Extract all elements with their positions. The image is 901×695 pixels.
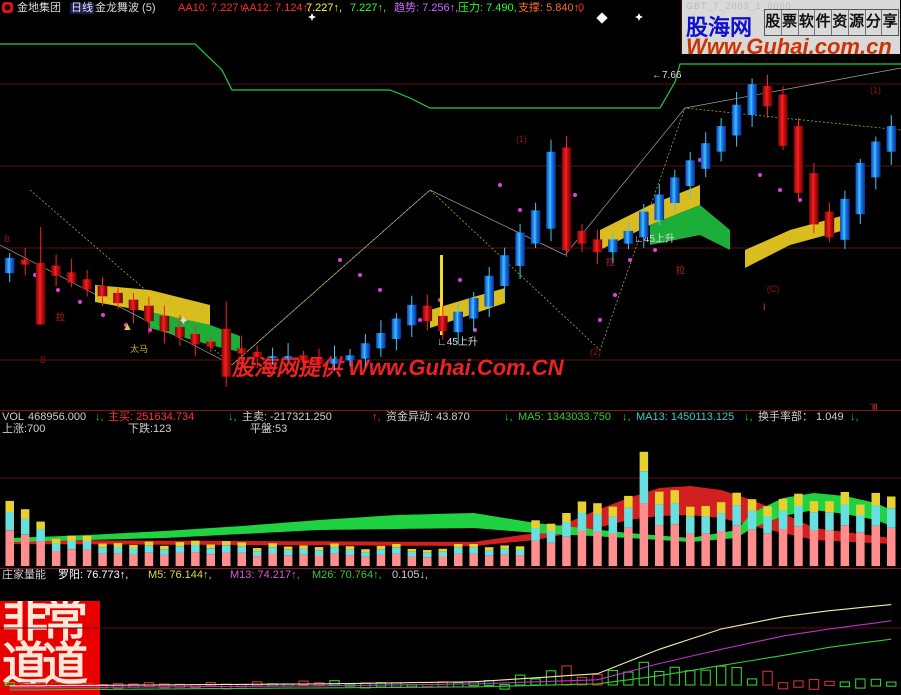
svg-text:'(C): '(C) (765, 284, 779, 294)
svg-text:(1): (1) (870, 85, 881, 95)
svg-text:(2): (2) (590, 347, 601, 357)
svg-text:▲: ▲ (122, 321, 133, 333)
svg-text:股海网提供 Www.Guhai.Com.CN: 股海网提供 Www.Guhai.Com.CN (231, 355, 565, 380)
svg-text:(1): (1) (516, 134, 527, 144)
svg-text:拉: 拉 (56, 311, 65, 322)
svg-text:I: I (763, 302, 766, 312)
svg-text:拉: 拉 (606, 256, 615, 267)
svg-text:B: B (40, 355, 46, 365)
svg-text:←7.66: ←7.66 (652, 70, 682, 81)
svg-text:B: B (4, 234, 10, 244)
svg-text:太马: 太马 (130, 343, 148, 354)
svg-text:拉: 拉 (676, 264, 685, 275)
